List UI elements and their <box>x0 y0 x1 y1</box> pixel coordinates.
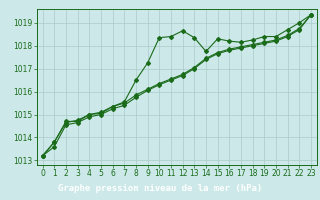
Text: Graphe pression niveau de la mer (hPa): Graphe pression niveau de la mer (hPa) <box>58 184 262 193</box>
